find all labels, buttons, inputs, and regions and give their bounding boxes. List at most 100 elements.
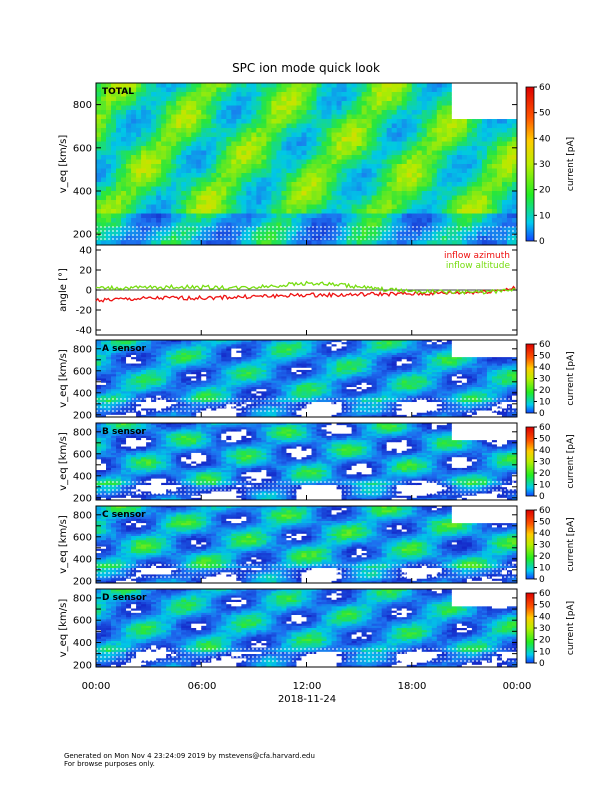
heatmap-cell <box>336 374 342 377</box>
heatmap-cell <box>231 200 237 205</box>
heatmap-cell <box>131 164 137 169</box>
heatmap-cell <box>406 119 413 124</box>
heatmap-cell <box>291 357 297 360</box>
heatmap-cell <box>266 384 272 388</box>
heatmap-cell <box>506 231 513 237</box>
heatmap-cell <box>351 204 358 210</box>
heatmap-cell <box>96 186 102 192</box>
heatmap-cell <box>156 389 162 392</box>
heatmap-cell <box>141 342 147 345</box>
heatmap-cell <box>216 361 222 364</box>
heatmap-cell <box>106 137 112 142</box>
heatmap-cell <box>211 384 217 388</box>
heatmap-cell <box>156 110 162 115</box>
heatmap-cell <box>281 114 287 120</box>
heatmap-cell <box>126 374 132 377</box>
heatmap-cell <box>301 374 307 377</box>
heatmap-cell <box>386 218 393 223</box>
heatmap-cell <box>311 101 317 106</box>
heatmap-cell <box>321 137 327 142</box>
heatmap-cell <box>181 389 187 392</box>
heatmap-cell <box>186 227 192 232</box>
heatmap-cell <box>126 209 132 214</box>
heatmap-cell <box>101 389 107 392</box>
heatmap-cell <box>191 408 197 411</box>
heatmap-cell <box>151 410 157 414</box>
heatmap-cell <box>426 159 433 165</box>
heatmap-cell <box>381 150 388 156</box>
heatmap-cell <box>196 191 202 196</box>
heatmap-cell <box>186 132 192 138</box>
heatmap-cell <box>351 359 358 362</box>
heatmap-cell <box>176 213 182 219</box>
heatmap-cell <box>126 141 132 147</box>
heatmap-cell <box>136 186 142 192</box>
heatmap-cell <box>236 240 242 246</box>
heatmap-cell <box>321 414 327 418</box>
heatmap-cell <box>301 382 307 386</box>
heatmap-cell <box>506 204 513 210</box>
heatmap-cell <box>196 340 202 343</box>
heatmap-cell <box>316 380 322 384</box>
heatmap-cell <box>126 365 132 369</box>
heatmap-cell <box>241 393 247 397</box>
heatmap-cell <box>156 146 162 151</box>
heatmap-cell <box>336 236 342 241</box>
heatmap-cell <box>351 146 358 151</box>
heatmap-cell <box>321 350 327 354</box>
heatmap-cell <box>216 406 222 409</box>
heatmap-cell <box>476 204 483 210</box>
chart-title: SPC ion mode quick look <box>232 61 380 75</box>
heatmap-cell <box>206 182 212 187</box>
heatmap-cell <box>291 227 297 232</box>
heatmap-cell <box>356 365 363 369</box>
heatmap-cell <box>126 342 132 345</box>
heatmap-cell <box>306 231 312 237</box>
heatmap-cell <box>166 227 172 232</box>
heatmap-cell <box>446 146 453 151</box>
heatmap-cell <box>101 222 107 228</box>
heatmap-cell <box>256 348 262 352</box>
heatmap-cell <box>316 374 322 377</box>
heatmap-cell <box>131 101 137 106</box>
heatmap-cell <box>131 346 137 349</box>
heatmap-cell <box>226 164 232 169</box>
heatmap-cell <box>376 231 383 237</box>
heatmap-cell <box>471 96 478 102</box>
heatmap-cell <box>186 92 192 97</box>
heatmap-cell <box>306 204 312 210</box>
heatmap-cell <box>191 87 197 93</box>
heatmap-cell <box>361 182 368 187</box>
heatmap-cell <box>131 378 137 382</box>
heatmap-cell <box>226 342 232 345</box>
heatmap-cell <box>151 213 157 219</box>
heatmap-cell <box>281 213 287 219</box>
heatmap-cell <box>196 380 202 384</box>
heatmap-cell <box>221 389 227 392</box>
heatmap-cell <box>496 213 503 219</box>
heatmap-cell <box>336 378 342 382</box>
heatmap-cell <box>251 101 257 106</box>
y-tick-label: 800 <box>73 100 92 111</box>
heatmap-cell <box>381 186 388 192</box>
heatmap-cell <box>166 414 172 418</box>
heatmap-cell <box>251 389 257 392</box>
heatmap-cell <box>346 101 353 106</box>
heatmap-cell <box>291 342 297 345</box>
heatmap-cell <box>156 209 162 214</box>
heatmap-cell <box>501 200 508 205</box>
heatmap-cell <box>196 406 202 409</box>
heatmap-cell <box>231 382 237 386</box>
heatmap-cell <box>341 372 347 375</box>
heatmap-cell <box>106 404 112 407</box>
heatmap-cell <box>431 177 438 183</box>
heatmap-cell <box>126 346 132 349</box>
heatmap-cell <box>466 132 473 138</box>
heatmap-cell <box>316 186 322 192</box>
heatmap-cell <box>386 141 393 147</box>
heatmap-cell <box>151 340 157 343</box>
heatmap-cell <box>216 240 222 246</box>
heatmap-cell <box>226 92 232 97</box>
heatmap-cell <box>331 101 337 106</box>
heatmap-cell <box>501 236 508 241</box>
